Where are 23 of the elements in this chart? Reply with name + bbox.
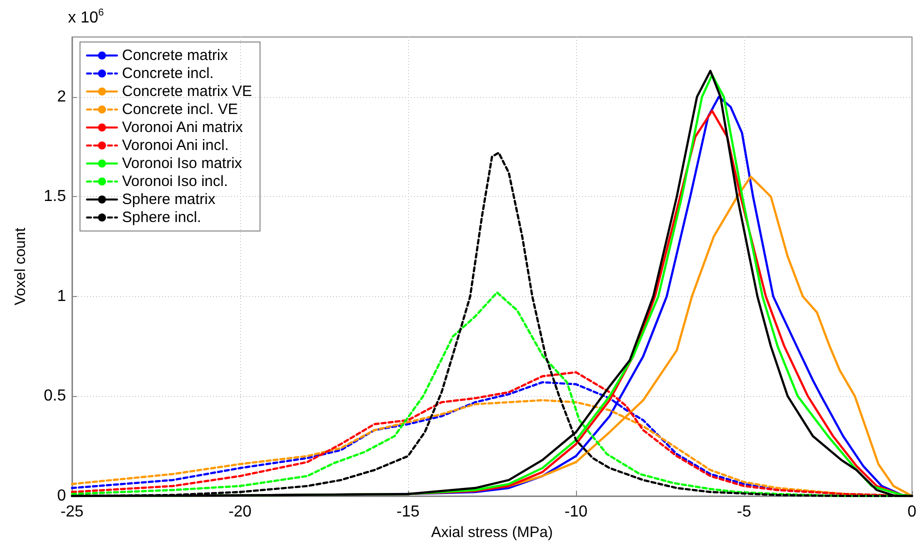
x-tick-label: 0 xyxy=(908,504,917,520)
y-tick-label: 0 xyxy=(57,488,66,504)
x-tick-label: -20 xyxy=(228,504,252,520)
legend-label: Voronoi Ani incl. xyxy=(122,137,229,154)
legend-label: Voronoi Ani matrix xyxy=(122,119,244,136)
legend-label: Concrete matrix VE xyxy=(122,83,252,100)
legend-label: Concrete incl. VE xyxy=(122,101,238,118)
legend-label: Concrete incl. xyxy=(122,65,214,82)
x-tick-label: -10 xyxy=(564,504,588,520)
x-tick-label: -15 xyxy=(396,504,420,520)
y-tick-label: 1 xyxy=(57,288,66,305)
x-tick-label: -5 xyxy=(736,504,752,520)
legend-label: Sphere matrix xyxy=(122,191,216,208)
legend-label: Sphere incl. xyxy=(122,209,202,226)
legend-label: Concrete matrix xyxy=(122,47,228,64)
x-axis-title: Axial stress (MPa) xyxy=(431,524,553,541)
y-tick-label: 2 xyxy=(57,88,66,106)
y-tick-label: 1.5 xyxy=(44,188,66,206)
legend-label: Voronoi Iso incl. xyxy=(122,173,228,190)
legend-label: Voronoi Iso matrix xyxy=(122,155,243,172)
y-axis-title: Voxel count xyxy=(12,226,29,306)
y-tick-label: 0.5 xyxy=(44,388,66,405)
x-tick-label: -25 xyxy=(60,504,84,520)
